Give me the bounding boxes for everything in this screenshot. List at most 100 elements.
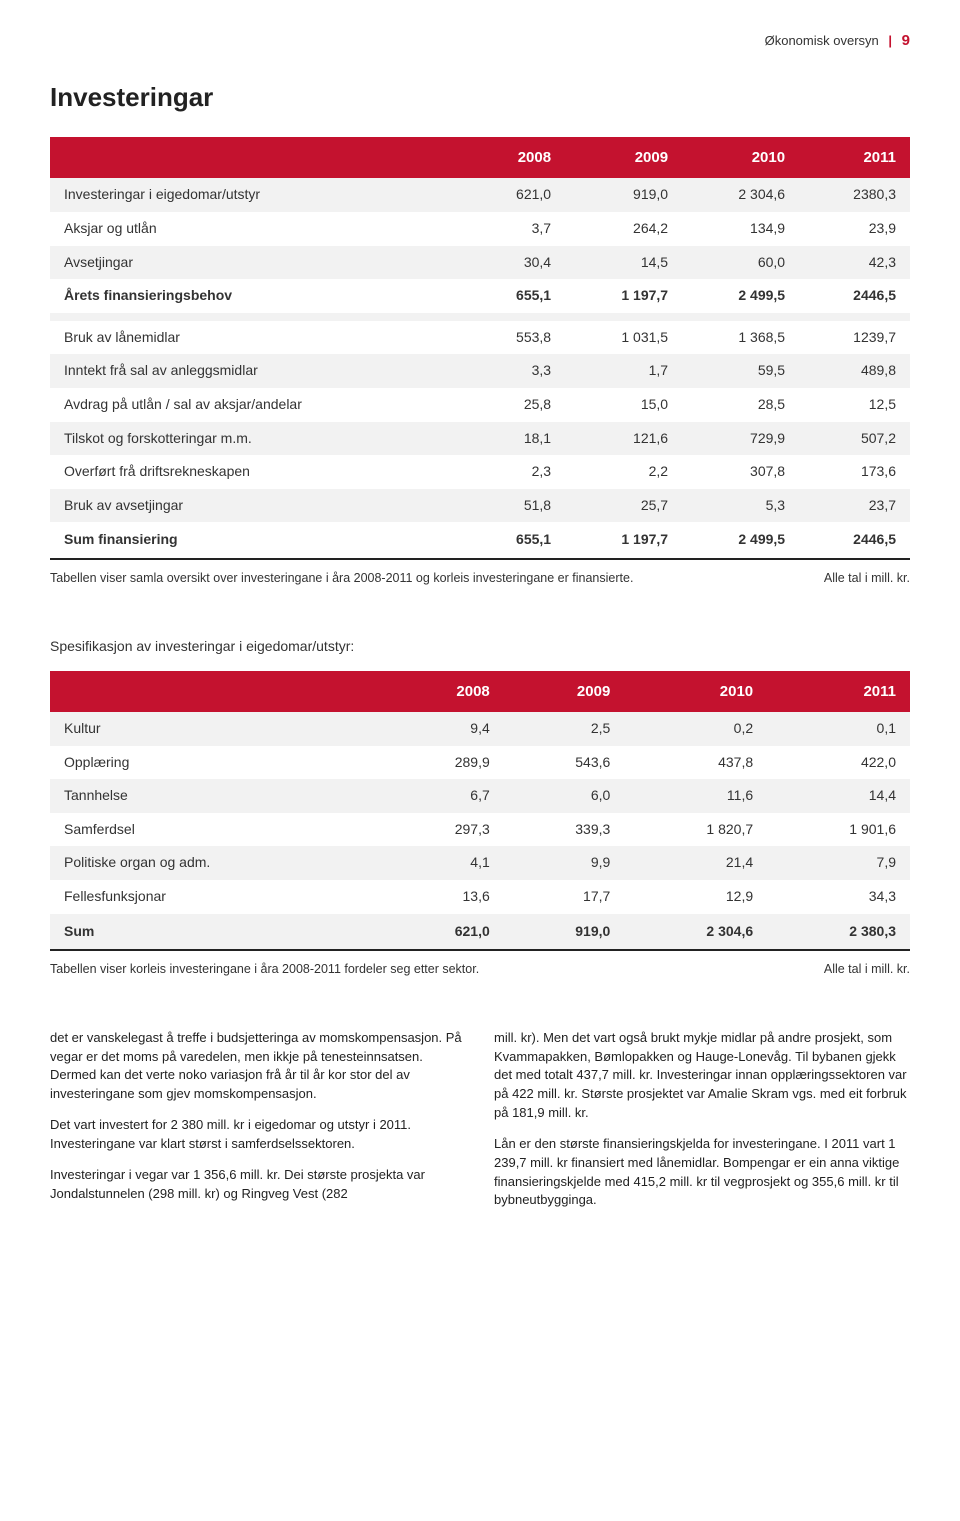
table-row: Investeringar i eigedomar/utstyr621,0919… bbox=[50, 178, 910, 212]
row-label: Avdrag på utlån / sal av aksjar/andelar bbox=[50, 388, 466, 422]
table-row: Bruk av lånemidlar553,81 031,51 368,5123… bbox=[50, 321, 910, 355]
cell: 21,4 bbox=[624, 846, 767, 880]
cell: 28,5 bbox=[682, 388, 799, 422]
cell: 6,0 bbox=[504, 779, 625, 813]
sub-heading: Spesifikasjon av investeringar i eigedom… bbox=[50, 637, 910, 657]
breadcrumb: Økonomisk oversyn bbox=[765, 33, 879, 48]
cell: 4,1 bbox=[383, 846, 504, 880]
cell: 59,5 bbox=[682, 354, 799, 388]
row-label: Årets finansieringsbehov bbox=[50, 279, 466, 313]
table2-note: Alle tal i mill. kr. bbox=[824, 961, 910, 979]
spesifikasjon-table: 2008200920102011 Kultur9,42,50,20,1Opplæ… bbox=[50, 671, 910, 951]
cell: 621,0 bbox=[466, 178, 565, 212]
cell: 919,0 bbox=[504, 914, 625, 951]
cell: 9,4 bbox=[383, 712, 504, 746]
cell: 14,4 bbox=[767, 779, 910, 813]
table-row: Fellesfunksjonar13,617,712,934,3 bbox=[50, 880, 910, 914]
cell: 507,2 bbox=[799, 422, 910, 456]
table-row: Politiske organ og adm.4,19,921,47,9 bbox=[50, 846, 910, 880]
cell: 2,5 bbox=[504, 712, 625, 746]
cell: 2,2 bbox=[565, 455, 682, 489]
page-number: 9 bbox=[902, 32, 910, 49]
cell: 2 499,5 bbox=[682, 279, 799, 313]
table-row: Aksjar og utlån3,7264,2134,923,9 bbox=[50, 212, 910, 246]
cell: 30,4 bbox=[466, 246, 565, 280]
cell: 25,7 bbox=[565, 489, 682, 523]
cell: 7,9 bbox=[767, 846, 910, 880]
cell: 2 304,6 bbox=[624, 914, 767, 951]
cell: 437,8 bbox=[624, 746, 767, 780]
table-header-cell: 2011 bbox=[799, 137, 910, 178]
table-header-cell: 2011 bbox=[767, 671, 910, 712]
cell: 489,8 bbox=[799, 354, 910, 388]
table-header-cell: 2009 bbox=[565, 137, 682, 178]
cell: 42,3 bbox=[799, 246, 910, 280]
row-label: Avsetjingar bbox=[50, 246, 466, 280]
cell: 1 197,7 bbox=[565, 522, 682, 559]
row-label: Bruk av lånemidlar bbox=[50, 321, 466, 355]
cell: 173,6 bbox=[799, 455, 910, 489]
row-label: Tilskot og forskotteringar m.m. bbox=[50, 422, 466, 456]
cell: 621,0 bbox=[383, 914, 504, 951]
cell: 1,7 bbox=[565, 354, 682, 388]
cell: 3,7 bbox=[466, 212, 565, 246]
header-divider: | bbox=[888, 33, 892, 48]
cell: 655,1 bbox=[466, 522, 565, 559]
cell: 1 368,5 bbox=[682, 321, 799, 355]
table-row: Tilskot og forskotteringar m.m.18,1121,6… bbox=[50, 422, 910, 456]
cell bbox=[682, 313, 799, 321]
row-label: Aksjar og utlån bbox=[50, 212, 466, 246]
table-header-row: 2008200920102011 bbox=[50, 671, 910, 712]
table-row: Sum621,0919,02 304,62 380,3 bbox=[50, 914, 910, 951]
table-header-cell: 2010 bbox=[682, 137, 799, 178]
table-header-cell: 2008 bbox=[466, 137, 565, 178]
cell bbox=[466, 313, 565, 321]
table-row: Avdrag på utlån / sal av aksjar/andelar 2… bbox=[50, 388, 910, 422]
cell: 2 380,3 bbox=[767, 914, 910, 951]
row-label bbox=[50, 313, 466, 321]
table-row: Kultur9,42,50,20,1 bbox=[50, 712, 910, 746]
cell: 553,8 bbox=[466, 321, 565, 355]
cell: 422,0 bbox=[767, 746, 910, 780]
body-paragraph: Investeringar i vegar var 1 356,6 mill. … bbox=[50, 1166, 466, 1204]
cell: 60,0 bbox=[682, 246, 799, 280]
table-header-row: 2008200920102011 bbox=[50, 137, 910, 178]
table-row bbox=[50, 313, 910, 321]
table1-note: Alle tal i mill. kr. bbox=[824, 570, 910, 588]
table-header-cell: 2010 bbox=[624, 671, 767, 712]
row-label: Inntekt frå sal av anleggsmidlar bbox=[50, 354, 466, 388]
row-label: Tannhelse bbox=[50, 779, 383, 813]
table2-caption-row: Tabellen viser korleis investeringane i … bbox=[50, 961, 910, 979]
cell: 34,3 bbox=[767, 880, 910, 914]
cell bbox=[799, 313, 910, 321]
cell: 15,0 bbox=[565, 388, 682, 422]
table-row: Tannhelse6,76,011,614,4 bbox=[50, 779, 910, 813]
table-row: Inntekt frå sal av anleggsmidlar3,31,759… bbox=[50, 354, 910, 388]
body-col-left: det er vanskelegast å treffe i budsjette… bbox=[50, 1029, 466, 1223]
cell: 0,1 bbox=[767, 712, 910, 746]
table-header-cell bbox=[50, 137, 466, 178]
table1-caption-row: Tabellen viser samla oversikt over inves… bbox=[50, 570, 910, 588]
cell: 51,8 bbox=[466, 489, 565, 523]
body-paragraph: det er vanskelegast å treffe i budsjette… bbox=[50, 1029, 466, 1104]
cell: 297,3 bbox=[383, 813, 504, 847]
cell: 0,2 bbox=[624, 712, 767, 746]
body-col-right: mill. kr). Men det vart også brukt mykje… bbox=[494, 1029, 910, 1223]
table-header-cell: 2009 bbox=[504, 671, 625, 712]
cell: 17,7 bbox=[504, 880, 625, 914]
cell: 23,7 bbox=[799, 489, 910, 523]
cell: 543,6 bbox=[504, 746, 625, 780]
table-row: Samferdsel297,3339,31 820,71 901,6 bbox=[50, 813, 910, 847]
investeringar-table: 2008200920102011 Investeringar i eigedom… bbox=[50, 137, 910, 560]
row-label: Samferdsel bbox=[50, 813, 383, 847]
row-label: Politiske organ og adm. bbox=[50, 846, 383, 880]
table1-caption: Tabellen viser samla oversikt over inves… bbox=[50, 570, 633, 588]
row-label: Sum finansiering bbox=[50, 522, 466, 559]
cell: 9,9 bbox=[504, 846, 625, 880]
cell: 134,9 bbox=[682, 212, 799, 246]
cell: 1 901,6 bbox=[767, 813, 910, 847]
section-title: Investeringar bbox=[50, 79, 910, 115]
cell: 3,3 bbox=[466, 354, 565, 388]
body-paragraph: mill. kr). Men det vart også brukt mykje… bbox=[494, 1029, 910, 1123]
row-label: Fellesfunksjonar bbox=[50, 880, 383, 914]
